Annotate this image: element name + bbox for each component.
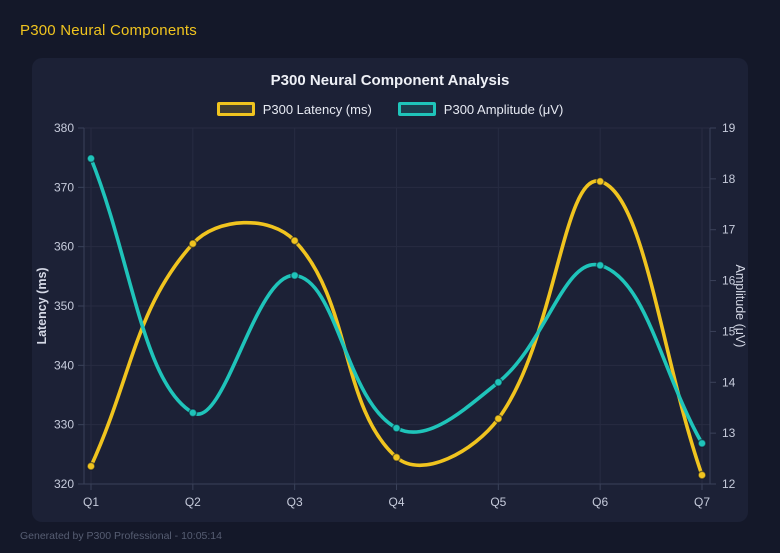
- right-axis-tick-label: 19: [722, 121, 736, 135]
- amplitude-data-point: [595, 260, 605, 270]
- left-axis-tick-label: 380: [54, 121, 74, 135]
- latency-data-point: [697, 470, 707, 480]
- latency-data-point: [188, 239, 198, 249]
- app-footer-status: Generated by P300 Professional - 10:05:1…: [20, 530, 222, 542]
- x-axis-tick-label: Q1: [83, 495, 99, 509]
- x-axis-tick-label: Q7: [694, 495, 710, 509]
- amplitude-data-point: [697, 438, 707, 448]
- app-header-title: P300 Neural Components: [20, 22, 198, 39]
- amplitude-data-point: [392, 423, 402, 433]
- amplitude-data-point: [493, 377, 503, 387]
- x-axis-tick-label: Q6: [592, 495, 608, 509]
- amplitude-legend-label: P300 Amplitude (μV): [443, 101, 564, 117]
- x-axis-tick-label: Q5: [490, 495, 506, 509]
- latency-data-point: [493, 414, 503, 424]
- latency-legend-label: P300 Latency (ms): [262, 101, 372, 117]
- right-axis-tick-label: 13: [722, 426, 736, 440]
- right-axis-tick-label: 15: [722, 324, 736, 338]
- amplitude-data-point: [188, 408, 198, 418]
- chart-legend: P300 Latency (ms) P300 Amplitude (μV): [32, 99, 748, 119]
- left-axis-tick-label: 370: [54, 180, 74, 194]
- x-axis-tick-label: Q3: [287, 495, 303, 509]
- legend-item-amplitude[interactable]: P300 Amplitude (μV): [397, 101, 564, 117]
- chart-card: P300 Neural Component Analysis P300 Late…: [32, 58, 748, 522]
- right-axis-tick-label: 18: [722, 172, 736, 186]
- amplitude-data-point: [290, 270, 300, 280]
- line-chart-canvas: 320 330 340 350 360 370 380 12 13 14 15 16 17 18 19 Q1 Q…: [35, 121, 747, 509]
- latency-legend-swatch: [216, 102, 255, 116]
- x-axis-tick-label: Q4: [388, 495, 404, 509]
- right-axis-tick-label: 16: [722, 274, 736, 288]
- left-axis-tick-label: 340: [54, 358, 74, 372]
- amplitude-legend-swatch: [397, 102, 436, 116]
- right-axis-tick-label: 14: [722, 375, 736, 389]
- right-axis-tick-label: 17: [722, 223, 736, 237]
- left-axis-title: Latency (ms): [35, 267, 49, 344]
- right-axis-tick-label: 12: [722, 477, 736, 491]
- left-axis-tick-label: 320: [54, 477, 74, 491]
- amplitude-data-point: [86, 154, 96, 164]
- x-axis-tick-label: Q2: [185, 495, 201, 509]
- latency-data-point: [595, 176, 605, 186]
- right-axis-title: Amplitude (μV): [733, 265, 747, 348]
- latency-data-point: [290, 236, 300, 246]
- left-axis-tick-label: 330: [54, 418, 74, 432]
- left-axis-tick-label: 350: [54, 299, 74, 313]
- legend-item-latency[interactable]: P300 Latency (ms): [216, 101, 372, 117]
- chart-title: P300 Neural Component Analysis: [270, 72, 510, 89]
- latency-data-point: [392, 452, 402, 462]
- latency-data-point: [86, 461, 96, 471]
- left-axis-tick-label: 360: [54, 240, 74, 254]
